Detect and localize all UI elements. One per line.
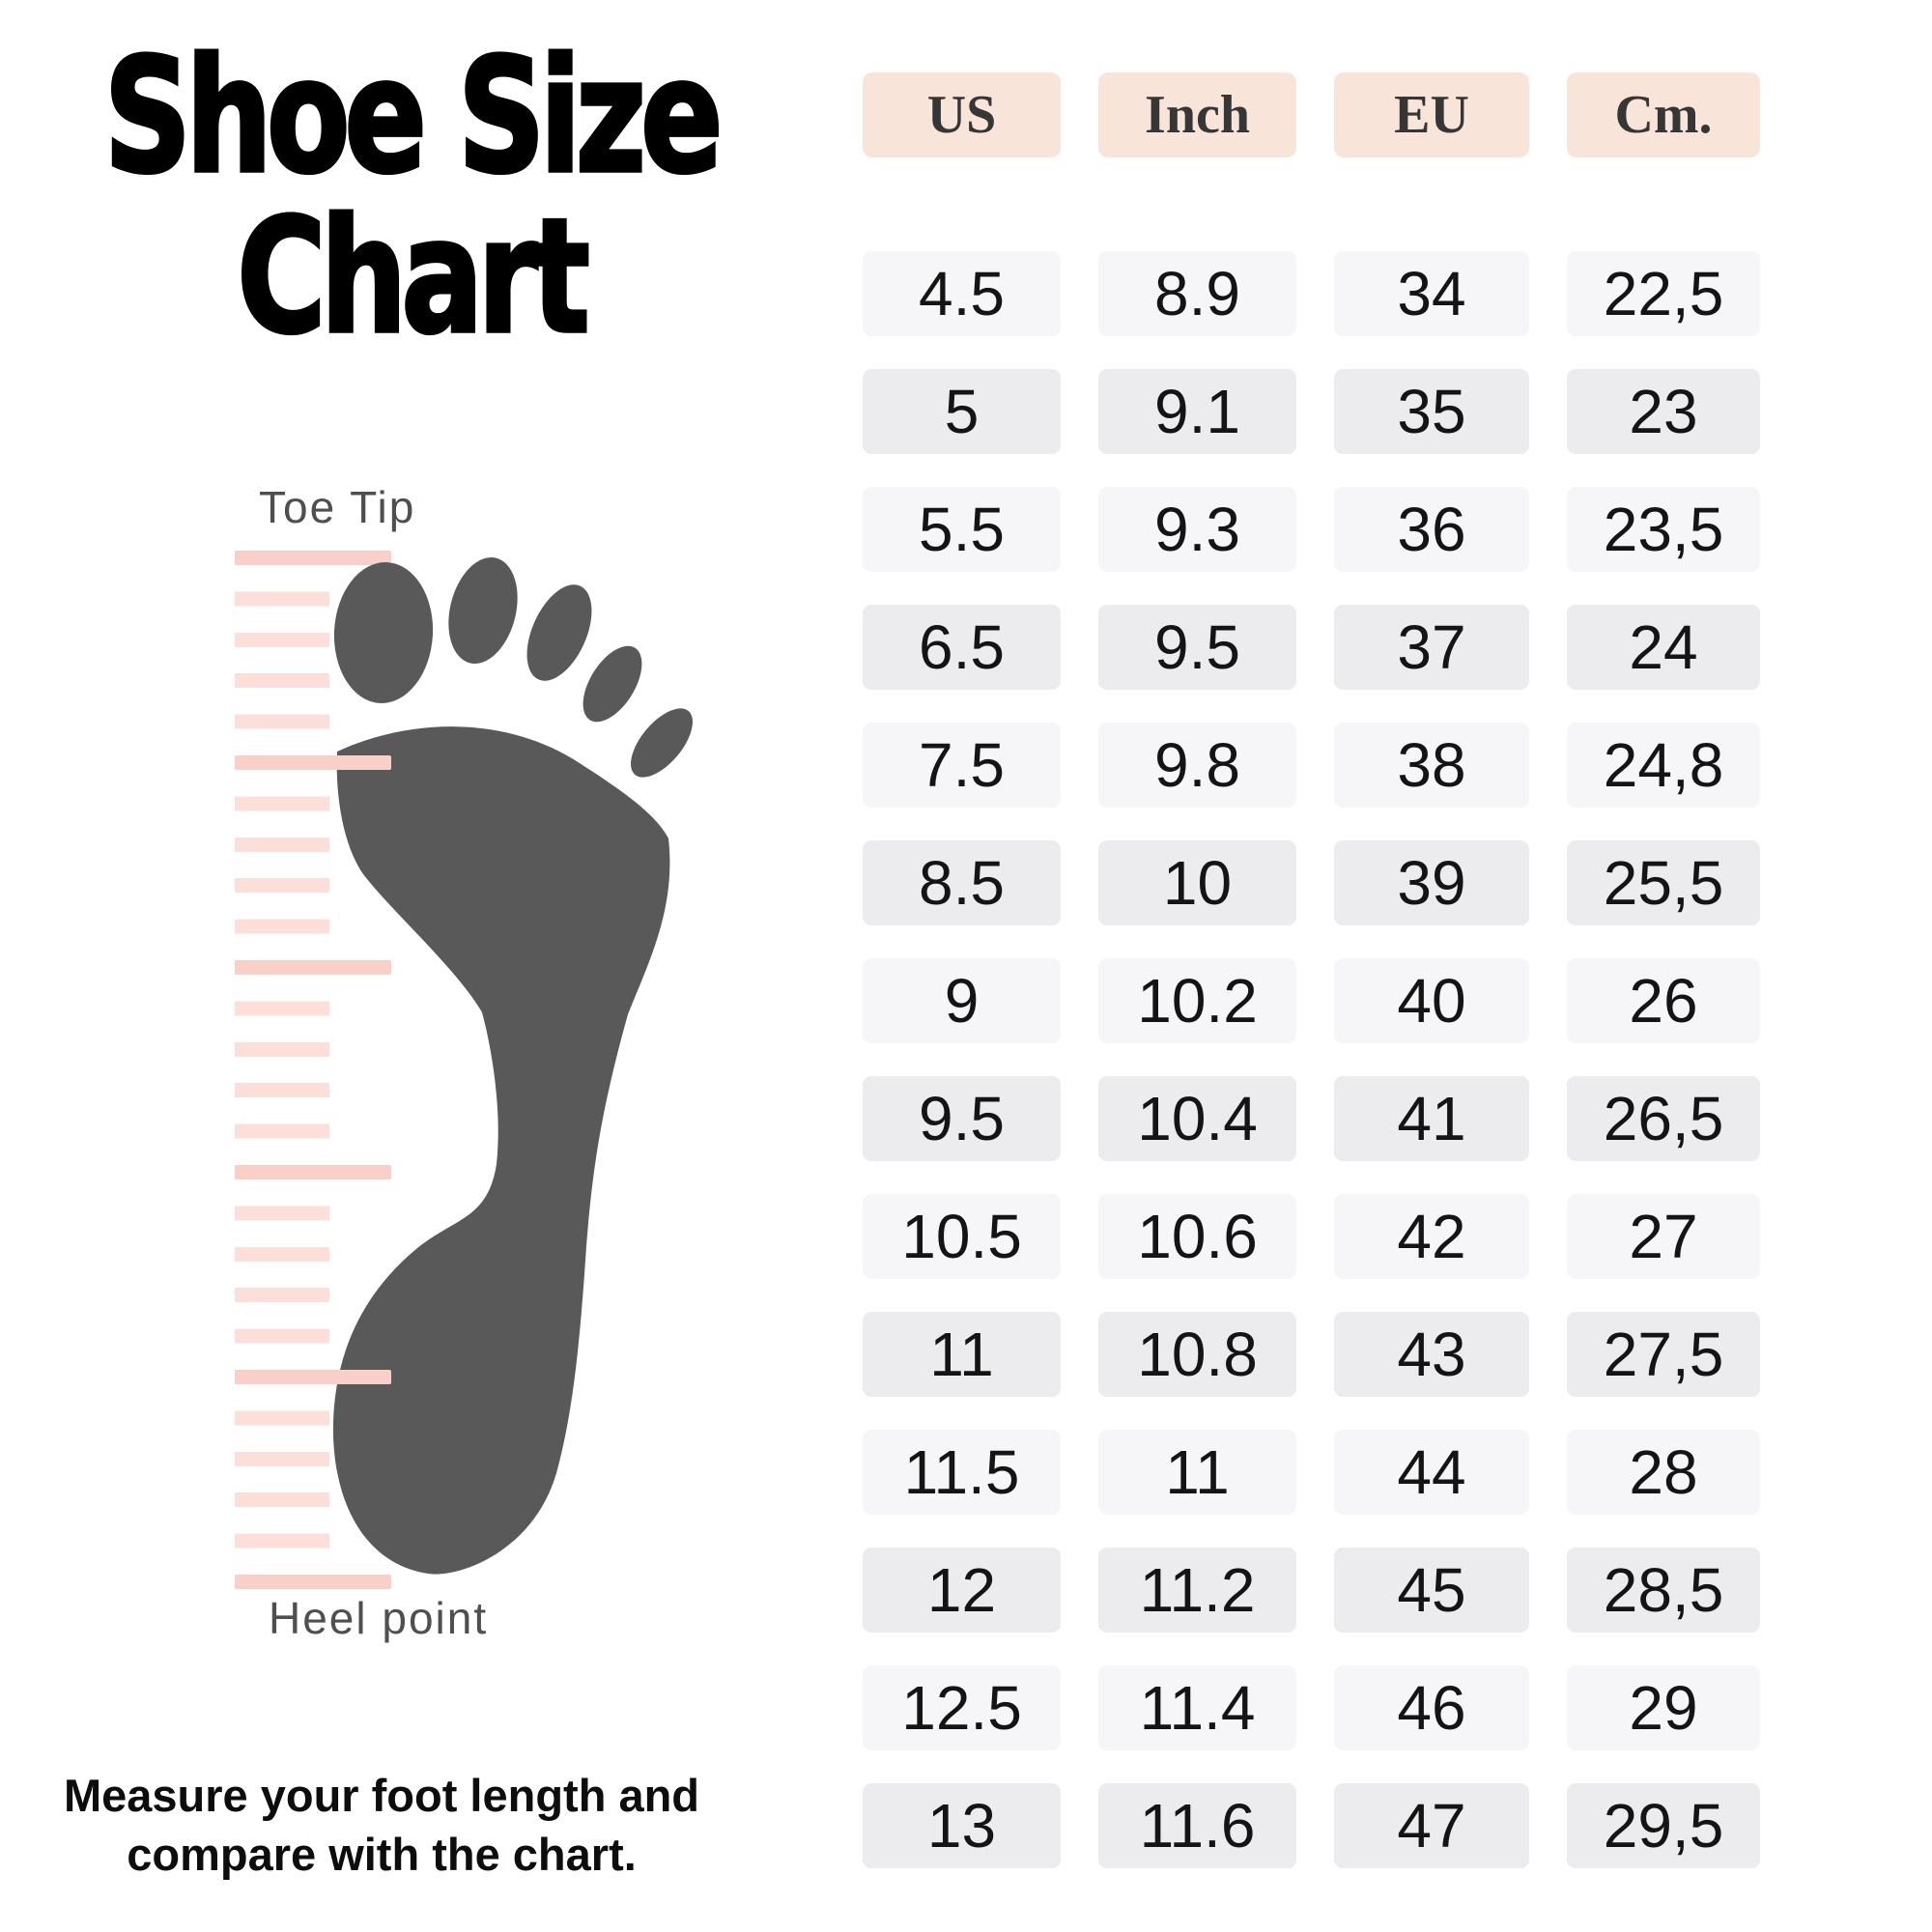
table-cell: 10.2	[1098, 958, 1296, 1043]
ruler-marker	[235, 960, 391, 975]
table-cell: 4.5	[863, 251, 1061, 336]
table-cell: 38	[1334, 723, 1529, 808]
table-cell: 10.4	[1098, 1076, 1296, 1161]
table-cell: 36	[1334, 487, 1529, 572]
table-cell: 27,5	[1567, 1312, 1760, 1397]
table-cell: 11.2	[1098, 1548, 1296, 1633]
table-cell: 28,5	[1567, 1548, 1760, 1633]
table-cell: 11	[863, 1312, 1061, 1397]
table-cell: 11.5	[863, 1430, 1061, 1515]
table-cell: 8.5	[863, 840, 1061, 925]
table-cell: 37	[1334, 605, 1529, 690]
table-cell: 29	[1567, 1665, 1760, 1750]
ruler-marker	[235, 1575, 391, 1589]
table-cell: 13	[863, 1783, 1061, 1868]
table-cell: 23,5	[1567, 487, 1760, 572]
table-header-row: US Inch EU Cm.	[863, 72, 1771, 157]
table-cell: 5.5	[863, 487, 1061, 572]
table-cell: 24,8	[1567, 723, 1760, 808]
column-header-cm: Cm.	[1567, 72, 1760, 157]
table-cell: 47	[1334, 1783, 1529, 1868]
table-cell: 11.6	[1098, 1783, 1296, 1868]
table-cell: 44	[1334, 1430, 1529, 1515]
table-cell: 8.9	[1098, 251, 1296, 336]
ruler-stripes	[235, 551, 329, 1592]
table-cell: 46	[1334, 1665, 1529, 1750]
table-cell: 39	[1334, 840, 1529, 925]
column-header-inch: Inch	[1098, 72, 1296, 157]
instruction-line-1: Measure your foot length and	[63, 1770, 700, 1821]
size-conversion-table: US Inch EU Cm. 4.5 8.9 34 22,5 5 9.1 35 23 5.5 9.…	[863, 72, 1771, 1868]
table-cell: 12.5	[863, 1665, 1061, 1750]
table-cell: 29,5	[1567, 1783, 1760, 1868]
table-cell: 10.6	[1098, 1194, 1296, 1279]
table-cell: 45	[1334, 1548, 1529, 1633]
table-cell: 10.5	[863, 1194, 1061, 1279]
table-cell: 5	[863, 369, 1061, 454]
table-cell: 9.8	[1098, 723, 1296, 808]
table-cell: 9	[863, 958, 1061, 1043]
ruler-marker	[235, 551, 391, 565]
ruler-marker	[235, 1165, 391, 1179]
table-cell: 9.5	[863, 1076, 1061, 1161]
table-cell: 23	[1567, 369, 1760, 454]
title-line-1: Shoe Size	[102, 22, 724, 211]
table-cell: 11.4	[1098, 1665, 1296, 1750]
table-cell: 40	[1334, 958, 1529, 1043]
table-cell: 9.1	[1098, 369, 1296, 454]
table-cell: 9.3	[1098, 487, 1296, 572]
table-cell: 28	[1567, 1430, 1760, 1515]
title-line-2: Chart	[236, 183, 592, 371]
table-cell: 27	[1567, 1194, 1760, 1279]
table-cell: 26	[1567, 958, 1760, 1043]
instruction-line-2: compare with the chart.	[127, 1829, 637, 1881]
table-cell: 34	[1334, 251, 1529, 336]
table-rows: 4.5 8.9 34 22,5 5 9.1 35 23 5.5 9.3 36 23,5 6.5 9.5 37…	[863, 251, 1771, 1868]
table-cell: 12	[863, 1548, 1061, 1633]
table-cell: 43	[1334, 1312, 1529, 1397]
table-cell: 41	[1334, 1076, 1529, 1161]
table-cell: 6.5	[863, 605, 1061, 690]
table-cell: 9.5	[1098, 605, 1296, 690]
column-header-eu: EU	[1334, 72, 1529, 157]
page-title: Shoe Size Chart	[19, 22, 802, 371]
instruction-text: Measure your foot length and compare wit…	[0, 1766, 763, 1884]
table-cell: 7.5	[863, 723, 1061, 808]
table-cell: 22,5	[1567, 251, 1760, 336]
table-cell: 10.8	[1098, 1312, 1296, 1397]
ruler-marker	[235, 1370, 391, 1384]
ruler-marker	[235, 755, 391, 770]
heel-point-label: Heel point	[269, 1593, 489, 1643]
table-cell: 11	[1098, 1430, 1296, 1515]
table-cell: 42	[1334, 1194, 1529, 1279]
column-header-us: US	[863, 72, 1061, 157]
table-cell: 10	[1098, 840, 1296, 925]
table-cell: 35	[1334, 369, 1529, 454]
toe-tip-label: Toe Tip	[259, 482, 416, 532]
table-cell: 24	[1567, 605, 1760, 690]
table-cell: 25,5	[1567, 840, 1760, 925]
table-cell: 26,5	[1567, 1076, 1760, 1161]
footprint-icon	[332, 557, 693, 1575]
